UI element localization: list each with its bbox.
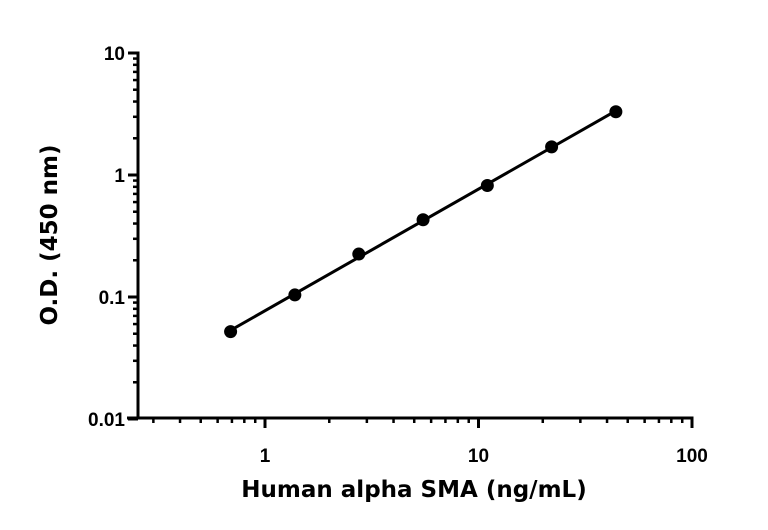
y-tick-label: 10 <box>104 44 125 65</box>
y-tick-label: 0.1 <box>99 288 126 309</box>
data-point <box>480 179 494 193</box>
y-tick-label: 1 <box>114 166 125 187</box>
x-axis-title: Human alpha SMA (ng/mL) <box>241 477 586 503</box>
x-tick-label: 10 <box>468 446 489 467</box>
y-axis: 0.01 0.1 1 10 <box>88 44 140 431</box>
plot-area <box>224 105 623 339</box>
data-point <box>609 105 623 119</box>
data-point <box>224 325 238 339</box>
data-point <box>545 140 559 154</box>
y-tick-label: 0.01 <box>88 410 125 431</box>
data-point <box>352 247 366 261</box>
y-axis-title: O.D. (450 nm) <box>37 144 63 325</box>
data-point <box>416 213 430 227</box>
x-tick-label: 1 <box>260 446 271 467</box>
x-axis: 1 10 100 <box>127 416 708 467</box>
data-point <box>288 288 302 302</box>
x-tick-label: 100 <box>676 446 708 467</box>
